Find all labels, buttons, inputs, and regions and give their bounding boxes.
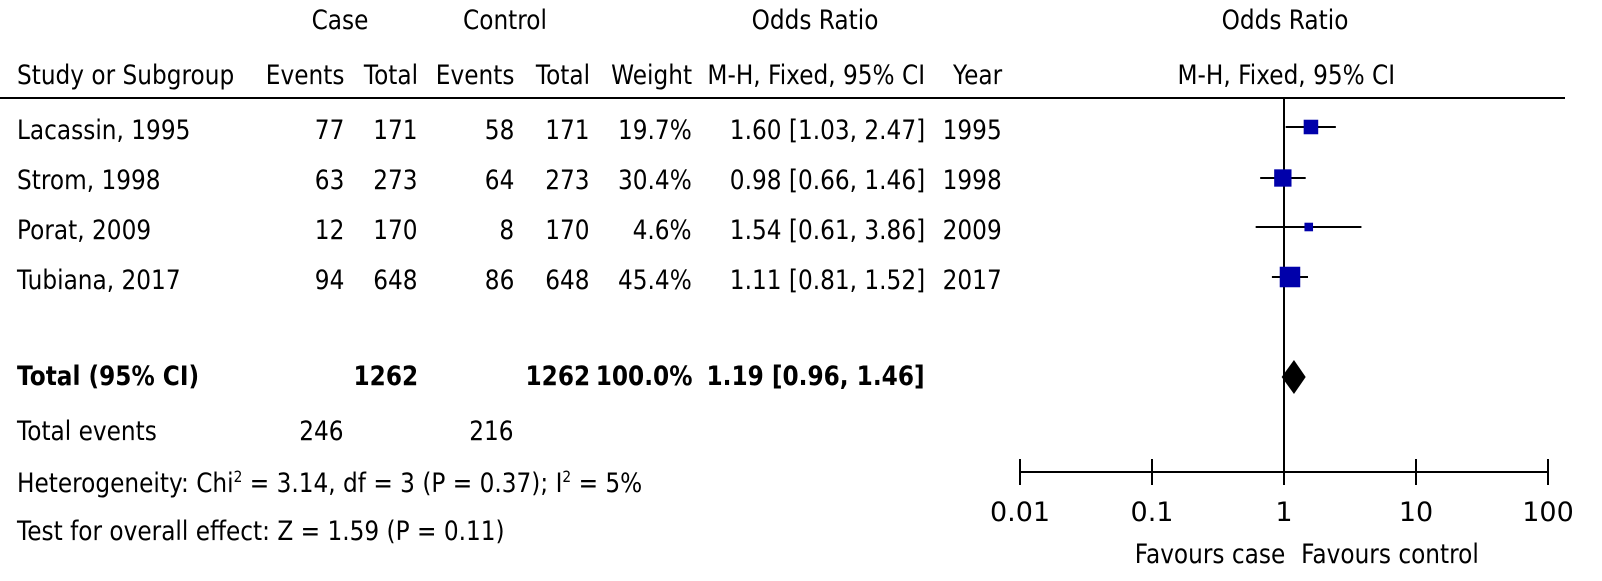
study-point-estimate bbox=[1279, 266, 1301, 288]
col-control-total-header: Total bbox=[535, 60, 590, 91]
study-or: 1.11 [0.81, 1.52] bbox=[729, 265, 925, 296]
study-name: Porat, 2009 bbox=[17, 215, 152, 246]
case-total: 170 bbox=[373, 215, 418, 246]
favours-left-label: Favours case bbox=[1134, 539, 1286, 570]
col-case-events-header: Events bbox=[265, 60, 344, 91]
case-total: 648 bbox=[373, 265, 418, 296]
study-weight: 45.4% bbox=[618, 265, 692, 296]
control-events: 64 bbox=[484, 165, 514, 196]
header-rule bbox=[0, 97, 1565, 99]
total-weight: 100.0% bbox=[595, 361, 692, 392]
col-or-header: M-H, Fixed, 95% CI bbox=[707, 60, 925, 91]
study-name: Lacassin, 1995 bbox=[17, 115, 191, 146]
heterogeneity-text: Heterogeneity: Chi2 = 3.14, df = 3 (P = … bbox=[17, 467, 643, 499]
col-weight-header: Weight bbox=[611, 60, 692, 91]
total-control-total: 1262 bbox=[525, 361, 590, 392]
case-events: 12 bbox=[314, 215, 344, 246]
total-events-case: 246 bbox=[299, 416, 344, 447]
study-weight: 30.4% bbox=[618, 165, 692, 196]
x-tick-label: 100 bbox=[1522, 497, 1574, 528]
study-year: 2017 bbox=[942, 265, 1002, 296]
control-events: 8 bbox=[499, 215, 514, 246]
total-or: 1.19 [0.96, 1.46] bbox=[706, 361, 925, 392]
total-events-label: Total events bbox=[17, 416, 157, 447]
x-axis-ticks: 0.01 0.1 1 10 100 bbox=[990, 459, 1574, 528]
control-total: 170 bbox=[545, 215, 590, 246]
control-group-header: Control bbox=[463, 5, 547, 36]
x-tick-label: 0.1 bbox=[1131, 497, 1174, 528]
pooled-diamond bbox=[1281, 360, 1306, 394]
study-year: 2009 bbox=[942, 215, 1002, 246]
col-year-header: Year bbox=[952, 60, 1002, 91]
or-group-header: Odds Ratio bbox=[751, 5, 879, 36]
total-label: Total (95% CI) bbox=[17, 361, 200, 392]
study-or: 1.60 [1.03, 2.47] bbox=[729, 115, 925, 146]
study-or: 0.98 [0.66, 1.46] bbox=[729, 165, 925, 196]
col-study-header: Study or Subgroup bbox=[17, 60, 235, 91]
case-total: 171 bbox=[373, 115, 418, 146]
study-name: Strom, 1998 bbox=[17, 165, 161, 196]
study-or: 1.54 [0.61, 3.86] bbox=[729, 215, 925, 246]
case-total: 273 bbox=[373, 165, 418, 196]
study-weight: 4.6% bbox=[632, 215, 692, 246]
case-events: 63 bbox=[314, 165, 344, 196]
plot-subtitle: M-H, Fixed, 95% CI bbox=[1177, 60, 1396, 91]
control-events: 86 bbox=[484, 265, 514, 296]
study-year: 1995 bbox=[942, 115, 1002, 146]
study-year: 1998 bbox=[942, 165, 1002, 196]
control-total: 648 bbox=[545, 265, 590, 296]
study-point-estimate bbox=[1303, 119, 1319, 135]
x-tick-label: 10 bbox=[1399, 497, 1433, 528]
col-control-events-header: Events bbox=[435, 60, 514, 91]
x-tick-label: 0.01 bbox=[990, 497, 1050, 528]
col-case-total-header: Total bbox=[363, 60, 418, 91]
control-total: 171 bbox=[545, 115, 590, 146]
study-weight: 19.7% bbox=[618, 115, 692, 146]
control-events: 58 bbox=[484, 115, 514, 146]
control-total: 273 bbox=[545, 165, 590, 196]
study-name: Tubiana, 2017 bbox=[17, 265, 181, 296]
case-events: 77 bbox=[314, 115, 344, 146]
total-events-control: 216 bbox=[469, 416, 514, 447]
favours-right-label: Favours control bbox=[1301, 539, 1479, 570]
study-point-estimate bbox=[1304, 222, 1314, 232]
overall-effect-text: Test for overall effect: Z = 1.59 (P = 0… bbox=[17, 516, 505, 547]
plot-title: Odds Ratio bbox=[1221, 5, 1349, 36]
study-point-estimate bbox=[1274, 169, 1292, 187]
total-case-total: 1262 bbox=[353, 361, 418, 392]
study-markers bbox=[1255, 119, 1362, 288]
case-events: 94 bbox=[314, 265, 344, 296]
case-group-header: Case bbox=[311, 5, 369, 36]
x-tick-label: 1 bbox=[1275, 497, 1292, 528]
